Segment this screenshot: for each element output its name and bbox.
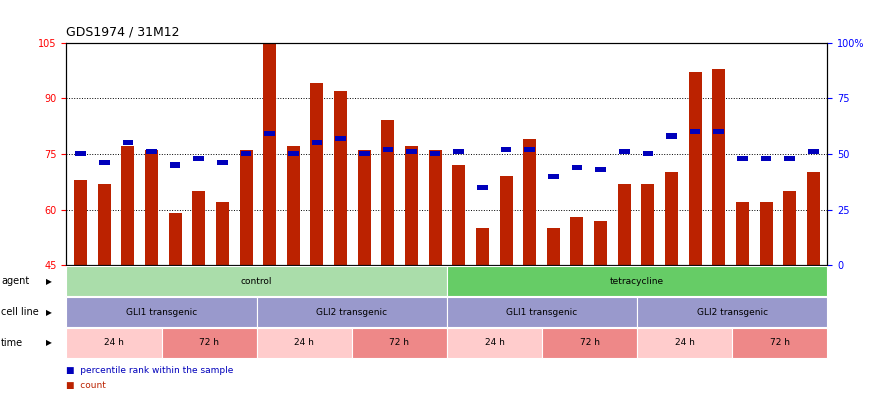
Bar <box>405 147 418 265</box>
Bar <box>477 185 488 190</box>
Text: agent: agent <box>1 276 29 286</box>
Bar <box>169 213 181 265</box>
Bar <box>359 151 370 156</box>
Bar <box>807 173 820 265</box>
Bar <box>499 176 512 265</box>
Text: 72 h: 72 h <box>199 338 219 347</box>
Text: GLI1 transgenic: GLI1 transgenic <box>506 307 578 317</box>
Bar <box>335 136 346 141</box>
Bar <box>311 83 323 265</box>
Bar <box>288 151 298 156</box>
Text: time: time <box>1 338 23 348</box>
Bar <box>783 191 796 265</box>
Bar <box>689 129 700 134</box>
Bar <box>263 43 276 265</box>
Bar <box>99 160 110 165</box>
Bar <box>217 160 227 165</box>
Bar <box>547 228 560 265</box>
Text: 72 h: 72 h <box>580 338 600 347</box>
Bar <box>619 149 629 154</box>
Bar <box>571 217 583 265</box>
Bar <box>759 202 773 265</box>
Bar <box>501 147 512 152</box>
Bar <box>594 221 607 265</box>
Bar <box>737 156 748 161</box>
Bar <box>808 149 819 154</box>
Bar <box>428 150 442 265</box>
Text: GDS1974 / 31M12: GDS1974 / 31M12 <box>66 26 180 38</box>
Bar <box>170 162 181 168</box>
Bar <box>406 149 417 154</box>
Bar <box>382 147 393 152</box>
Bar <box>122 140 133 145</box>
Text: 72 h: 72 h <box>770 338 790 347</box>
Bar <box>75 151 86 156</box>
Bar <box>548 174 558 179</box>
Bar <box>643 151 653 156</box>
Text: ▶: ▶ <box>46 307 52 317</box>
Bar <box>666 134 677 139</box>
Bar <box>642 183 654 265</box>
Bar <box>145 150 158 265</box>
Bar <box>146 149 157 154</box>
Bar <box>761 156 772 161</box>
Text: 24 h: 24 h <box>485 338 504 347</box>
Bar <box>241 151 251 156</box>
Text: ■  percentile rank within the sample: ■ percentile rank within the sample <box>66 366 234 375</box>
Bar <box>524 147 535 152</box>
Bar <box>596 167 606 172</box>
Text: 24 h: 24 h <box>295 338 314 347</box>
Bar <box>452 165 466 265</box>
Bar <box>453 149 464 154</box>
Bar <box>265 131 275 136</box>
Bar <box>334 91 347 265</box>
Bar <box>287 147 300 265</box>
Text: control: control <box>241 277 273 286</box>
Bar <box>689 72 702 265</box>
Text: GLI1 transgenic: GLI1 transgenic <box>126 307 197 317</box>
Bar <box>97 183 111 265</box>
Bar <box>312 140 322 145</box>
Bar <box>618 183 631 265</box>
Bar <box>784 156 795 161</box>
Bar <box>572 165 582 170</box>
Bar <box>192 191 205 265</box>
Text: ▶: ▶ <box>46 338 52 347</box>
Text: 24 h: 24 h <box>104 338 124 347</box>
Text: ▶: ▶ <box>46 277 52 286</box>
Bar <box>240 150 252 265</box>
Text: tetracycline: tetracycline <box>610 277 665 286</box>
Bar <box>358 150 371 265</box>
Bar <box>216 202 229 265</box>
Bar <box>121 147 135 265</box>
Text: 72 h: 72 h <box>389 338 410 347</box>
Bar <box>74 180 87 265</box>
Bar <box>523 139 536 265</box>
Text: ■  count: ■ count <box>66 382 106 390</box>
Bar <box>476 228 489 265</box>
Bar <box>736 202 749 265</box>
Bar <box>665 173 678 265</box>
Bar <box>712 68 725 265</box>
Text: 24 h: 24 h <box>675 338 695 347</box>
Bar <box>713 129 724 134</box>
Bar <box>381 120 395 265</box>
Bar <box>194 156 204 161</box>
Text: GLI2 transgenic: GLI2 transgenic <box>696 307 768 317</box>
Text: GLI2 transgenic: GLI2 transgenic <box>316 307 388 317</box>
Text: cell line: cell line <box>1 307 39 317</box>
Bar <box>430 151 441 156</box>
